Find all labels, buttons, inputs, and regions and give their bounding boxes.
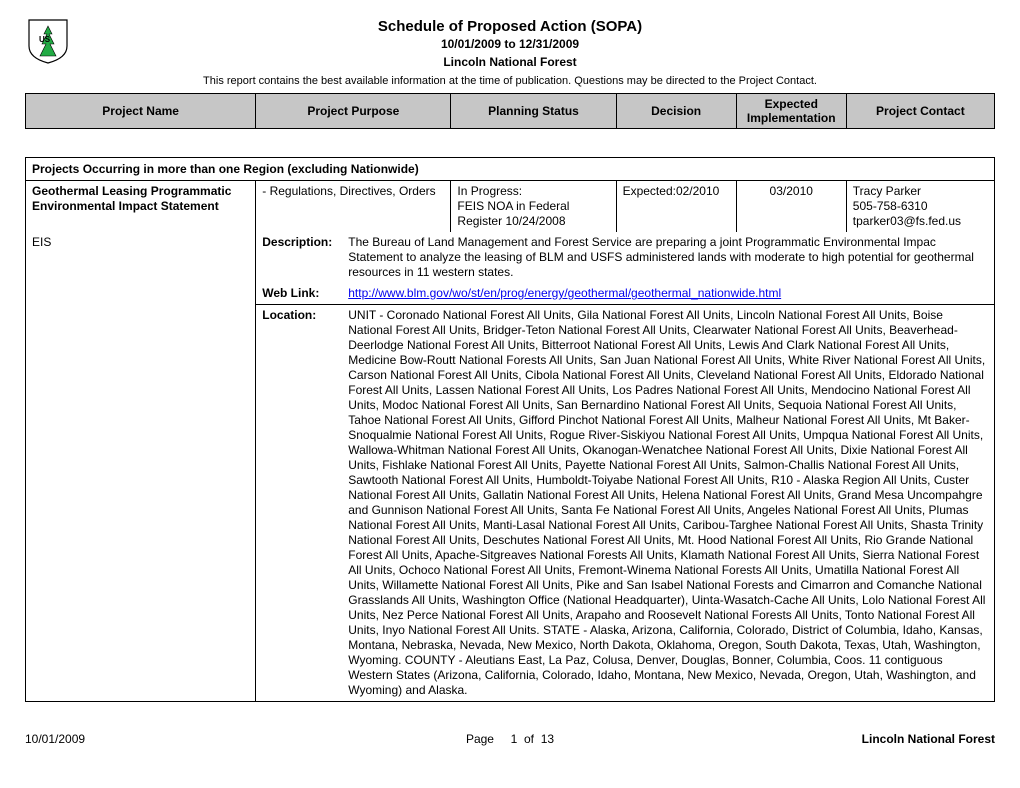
- column-header-table: Project Name Project Purpose Planning St…: [25, 93, 995, 129]
- footer-date: 10/01/2009: [25, 732, 85, 746]
- status-line2: FEIS NOA in Federal Register 10/24/2008: [457, 199, 569, 228]
- col-expected-impl: Expected Implementation: [736, 94, 846, 129]
- project-location: UNIT - Coronado National Forest All Unit…: [348, 308, 988, 698]
- contact-name: Tracy Parker: [853, 184, 921, 198]
- col-planning-status: Planning Status: [451, 94, 616, 129]
- report-title: Schedule of Proposed Action (SOPA): [25, 18, 995, 35]
- col-project-name: Project Name: [26, 94, 256, 129]
- report-subtitle: This report contains the best available …: [25, 75, 995, 87]
- footer-page-total: 13: [541, 732, 554, 746]
- project-description: The Bureau of Land Management and Forest…: [348, 235, 988, 280]
- project-subrow: EIS Description: The Bureau of Land Mana…: [26, 232, 995, 702]
- report-header: US Schedule of Proposed Action (SOPA) 10…: [25, 18, 995, 87]
- footer-page-of: of: [524, 732, 534, 746]
- footer-page-label: Page: [466, 732, 494, 746]
- location-label: Location:: [262, 308, 348, 698]
- contact-email: tparker03@fs.fed.us: [853, 214, 961, 228]
- project-doc-type: EIS: [26, 232, 256, 702]
- col-project-purpose: Project Purpose: [256, 94, 451, 129]
- project-table: Geothermal Leasing Programmatic Environm…: [25, 180, 995, 702]
- report-date-range: 10/01/2009 to 12/31/2009: [25, 37, 995, 51]
- col-decision: Decision: [616, 94, 736, 129]
- report-forest: Lincoln National Forest: [25, 55, 995, 69]
- status-line1: In Progress:: [457, 184, 522, 198]
- project-decision: Expected:02/2010: [616, 181, 736, 233]
- project-row: Geothermal Leasing Programmatic Environm…: [26, 181, 995, 233]
- footer-forest: Lincoln National Forest: [862, 732, 995, 746]
- description-label: Description:: [262, 235, 348, 280]
- section-header: Projects Occurring in more than one Regi…: [25, 157, 995, 180]
- footer-page-current: 1: [511, 732, 518, 746]
- usfs-shield-icon: US: [27, 18, 69, 64]
- col-project-contact: Project Contact: [846, 94, 994, 129]
- weblink-label: Web Link:: [262, 286, 348, 301]
- page-footer: 10/01/2009 Page 1 of 13 Lincoln National…: [25, 732, 995, 746]
- contact-phone: 505-758-6310: [853, 199, 928, 213]
- project-implementation: 03/2010: [736, 181, 846, 233]
- project-weblink[interactable]: http://www.blm.gov/wo/st/en/prog/energy/…: [348, 286, 781, 301]
- project-name: Geothermal Leasing Programmatic Environm…: [32, 184, 231, 213]
- svg-text:US: US: [39, 35, 51, 44]
- project-purpose: - Regulations, Directives, Orders: [256, 181, 451, 233]
